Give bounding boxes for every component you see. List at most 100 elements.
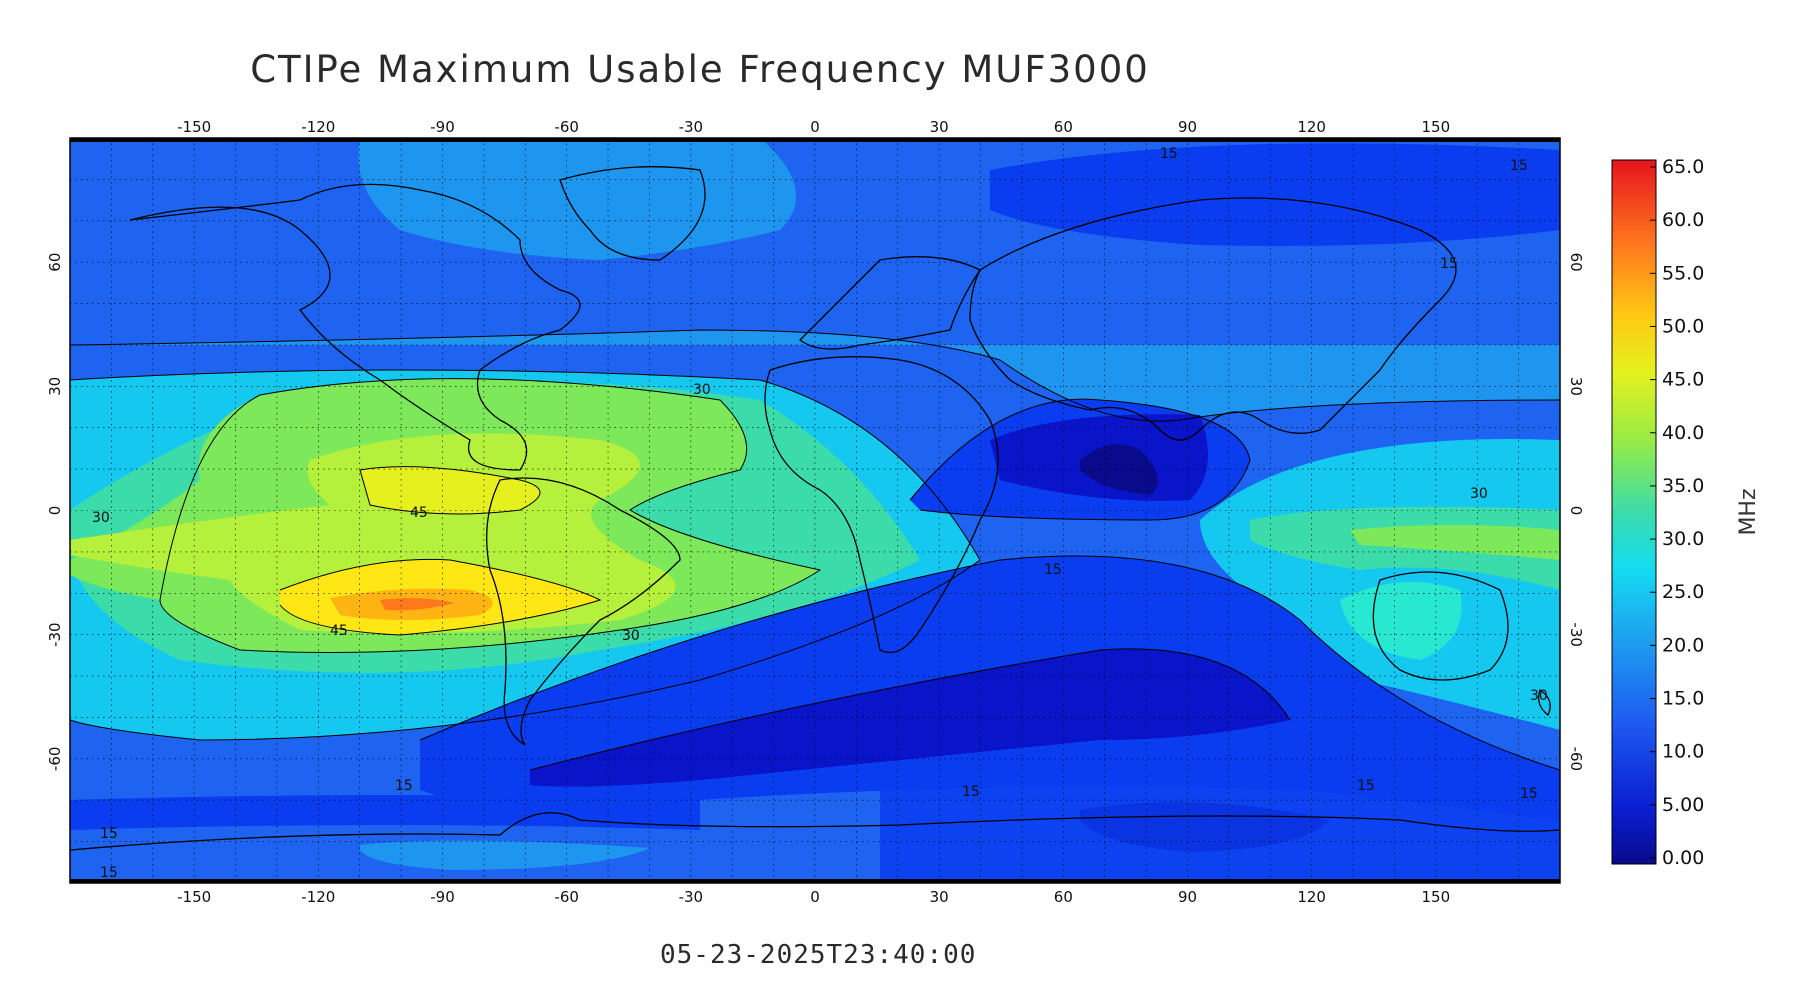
colorbar-tick-label: 30.0	[1662, 528, 1704, 550]
lon-tick-label-bottom: 150	[1422, 888, 1451, 906]
band-antarctic-light	[360, 840, 650, 870]
contour-field	[70, 138, 1560, 883]
lat-ticks-right: 60 30 0 -30 -60	[1567, 253, 1585, 771]
contour-label: 15	[1520, 786, 1538, 802]
lon-ticks-top: -150 -120 -90 -60 -30 0 30 60 90 120 150	[177, 118, 1450, 136]
lat-tick-label-left: 60	[46, 253, 64, 272]
colorbar-tick-label: 35.0	[1662, 475, 1704, 497]
lon-tick-label-bottom: 0	[810, 888, 820, 906]
contour-line	[70, 369, 981, 741]
graticule	[70, 138, 1560, 883]
band-indian-min	[1080, 444, 1158, 495]
lon-tick-label-bottom: 90	[1178, 888, 1197, 906]
lon-tick-label-top: 120	[1297, 118, 1326, 136]
lat-tick-label-right: 60	[1567, 253, 1585, 272]
contour-line	[70, 329, 1560, 422]
lon-tick-label-bottom: -120	[301, 888, 335, 906]
contour-line	[529, 648, 1291, 771]
colorbar-tick-label: 55.0	[1662, 262, 1704, 284]
contour-lines	[70, 329, 1560, 771]
contour-label: 15	[1357, 778, 1375, 794]
colorbar-ticks: 65.0 60.0 55.0 50.0 45.0 40.0 35.0 30.0 25.0 20.0…	[1650, 156, 1704, 869]
lat-tick-label-left: -60	[46, 747, 64, 772]
contour-line	[279, 558, 602, 636]
lat-tick-label-left: 30	[46, 377, 64, 396]
colorbar-tick-label: 60.0	[1662, 209, 1704, 231]
coastlines	[70, 166, 1560, 851]
colorbar-tick-label: 5.00	[1662, 794, 1704, 816]
colorbar-ramp	[1611, 159, 1657, 865]
band-aus-35	[1350, 525, 1560, 560]
colorbar-tick-label: 25.0	[1662, 581, 1704, 603]
contour-label: 30	[693, 382, 711, 398]
band-south-5	[530, 648, 1290, 787]
colorbar-tick-label: 40.0	[1662, 422, 1704, 444]
colorbar-tick-label: 50.0	[1662, 315, 1704, 337]
band-antarctic-dark	[70, 795, 700, 830]
lon-tick-label-bottom: 30	[930, 888, 949, 906]
lon-tick-label-top: 0	[810, 118, 820, 136]
lat-ticks-left: 60 30 0 -30 -60	[46, 253, 64, 771]
south-america-coast	[486, 477, 681, 746]
lon-tick-label-top: -150	[177, 118, 211, 136]
contour-label: 15	[962, 784, 980, 800]
band-55	[380, 598, 455, 611]
lat-tick-label-right: 0	[1567, 506, 1585, 516]
band-north-dark	[990, 143, 1560, 246]
contour-label: 15	[1510, 158, 1528, 174]
lat-tick-label-right: -60	[1567, 747, 1585, 772]
australia-coast	[1372, 571, 1509, 681]
africa-coast	[764, 356, 999, 654]
contour-label: 45	[410, 505, 428, 521]
band-45	[360, 466, 540, 514]
nz-coast	[1537, 688, 1551, 717]
colorbar-tick-label: 65.0	[1662, 156, 1704, 178]
colorbar-tick-label: 0.00	[1662, 847, 1704, 869]
band-aus-inner	[1340, 582, 1462, 660]
lon-tick-label-top: 150	[1422, 118, 1451, 136]
colorbar: 65.0 60.0 55.0 50.0 45.0 40.0 35.0 30.0 25.0 20.0…	[1611, 156, 1761, 869]
contour-label: 15	[1044, 562, 1062, 578]
contour-label: 15	[100, 865, 118, 881]
lon-tick-label-top: 90	[1178, 118, 1197, 136]
contour-label: 30	[1470, 486, 1488, 502]
contour-label: 15	[1440, 256, 1458, 272]
colorbar-unit-label: MHz	[1736, 488, 1761, 535]
colorbar-tick-label: 10.0	[1662, 741, 1704, 763]
lon-tick-label-top: 30	[930, 118, 949, 136]
lon-tick-label-top: 60	[1054, 118, 1073, 136]
europe-coast	[799, 256, 981, 350]
contour-line	[159, 378, 822, 653]
lat-tick-label-left: 0	[46, 506, 64, 516]
lon-tick-label-bottom: -60	[554, 888, 579, 906]
asia-coast	[969, 197, 1457, 441]
lon-tick-label-bottom: 120	[1297, 888, 1326, 906]
contour-label: 45	[330, 623, 348, 639]
contour-label: 15	[395, 778, 413, 794]
lon-tick-label-bottom: -150	[177, 888, 211, 906]
contour-label: 30	[622, 628, 640, 644]
contour-label: 15	[1160, 146, 1178, 162]
lon-tick-label-top: -90	[430, 118, 455, 136]
lon-tick-label-bottom: -30	[679, 888, 704, 906]
lon-ticks-bottom: -150 -120 -90 -60 -30 0 30 60 90 120 150	[177, 888, 1450, 906]
contour-labels: 15 15 15 30 30 45 45 30 30 30 15 15 15 1…	[92, 146, 1548, 881]
lon-tick-label-top: -60	[554, 118, 579, 136]
contour-label: 30	[92, 510, 110, 526]
map-title: CTIPe Maximum Usable Frequency MUF3000	[250, 48, 1150, 91]
contour-label: 15	[100, 826, 118, 842]
contour-line	[909, 398, 1251, 521]
lon-tick-label-top: -30	[679, 118, 704, 136]
colorbar-tick-label: 20.0	[1662, 634, 1704, 656]
lat-tick-label-right: 30	[1567, 377, 1585, 396]
contour-label: 30	[1530, 688, 1548, 704]
contour-line	[359, 466, 541, 515]
band-east-south	[880, 776, 1560, 883]
lat-tick-label-left: -30	[46, 622, 64, 647]
greenland-coast	[559, 166, 706, 261]
map-frame-bottom-band	[70, 879, 1560, 883]
colorbar-tick-label: 45.0	[1662, 369, 1704, 391]
lon-tick-label-bottom: 60	[1054, 888, 1073, 906]
timestamp: 05-23-2025T23:40:00	[660, 940, 977, 970]
